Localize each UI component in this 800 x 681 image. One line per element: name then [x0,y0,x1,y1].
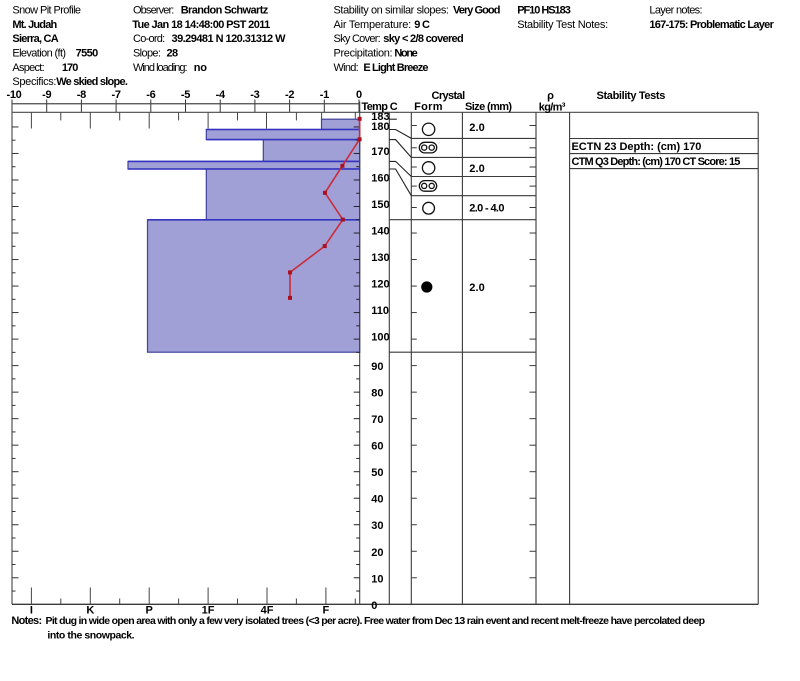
svg-text:183: 183 [371,111,389,123]
svg-text:-3: -3 [250,89,259,101]
svg-text:2.0: 2.0 [469,163,485,175]
svg-text:Brandon Schwartz: Brandon Schwartz [181,5,269,17]
svg-text:Notes:: Notes: [11,615,41,627]
svg-text:ECTN 23 Depth: (cm) 170: ECTN 23 Depth: (cm) 170 [572,141,702,153]
svg-text:Crystal: Crystal [431,90,465,102]
svg-text:sky < 2/8 covered: sky < 2/8 covered [383,33,463,45]
svg-text:20: 20 [371,547,383,559]
svg-text:-2: -2 [285,89,294,101]
svg-text:Mt. Judah: Mt. Judah [12,19,57,31]
svg-text:167-175: Problematic Layer: 167-175: Problematic Layer [649,19,774,31]
svg-text:Temp C: Temp C [362,101,398,113]
svg-text:PF10 HS183: PF10 HS183 [517,5,571,17]
svg-text:0: 0 [371,600,377,612]
svg-text:We skied slope.: We skied slope. [56,76,128,88]
svg-text:into the snowpack.: into the snowpack. [47,629,134,641]
svg-text:Observer:: Observer: [133,5,174,17]
svg-text:0: 0 [356,89,362,101]
svg-text:110: 110 [371,305,389,317]
svg-text:60: 60 [371,441,383,453]
svg-text:Sky Cover:: Sky Cover: [334,33,381,45]
svg-text:-10: -10 [7,89,22,101]
svg-text:no: no [194,62,207,74]
svg-text:F: F [323,605,330,617]
svg-text:40: 40 [371,494,383,506]
svg-text:-5: -5 [181,89,190,101]
svg-text:Tue Jan 18 14:48:00 PST 2011: Tue Jan 18 14:48:00 PST 2011 [132,19,270,31]
svg-text:170: 170 [371,146,389,158]
svg-text:Co-ord:: Co-ord: [133,33,165,45]
svg-text:Snow Pit Profile: Snow Pit Profile [12,5,81,17]
svg-text:-8: -8 [77,89,86,101]
svg-text:-1: -1 [320,89,329,101]
svg-text:2.0: 2.0 [469,282,485,294]
svg-text:Slope:: Slope: [133,48,161,60]
svg-text:I: I [30,605,33,617]
svg-text:120: 120 [371,278,389,290]
svg-text:K: K [86,605,94,617]
svg-text:50: 50 [371,467,383,479]
svg-text:39.29481 N 120.31312 W: 39.29481 N 120.31312 W [172,33,287,45]
svg-text:-6: -6 [146,89,155,101]
svg-text:Very Good: Very Good [453,5,500,17]
svg-text:170: 170 [62,62,78,74]
svg-text:Stability Test Notes:: Stability Test Notes: [517,19,608,31]
svg-text:None: None [394,48,417,60]
svg-text:10: 10 [371,573,383,585]
svg-text:Form: Form [414,101,443,113]
svg-text:4F: 4F [261,605,274,617]
svg-text:Wind loading:: Wind loading: [133,62,187,74]
svg-text:180: 180 [371,121,389,133]
svg-text:2.0 - 4.0: 2.0 - 4.0 [469,202,504,214]
svg-text:-7: -7 [112,89,121,101]
svg-text:2.0: 2.0 [469,122,485,134]
svg-text:Elevation (ft): Elevation (ft) [12,48,65,60]
svg-text:100: 100 [371,332,389,344]
svg-text:30: 30 [371,520,383,532]
svg-text:7550: 7550 [76,48,98,60]
svg-text:90: 90 [371,361,383,373]
svg-text:ρ: ρ [547,90,554,102]
svg-text:80: 80 [371,388,383,400]
svg-text:9 C: 9 C [414,19,430,31]
svg-text:Aspect:: Aspect: [12,62,44,74]
svg-text:E Light Breeze: E Light Breeze [363,62,428,74]
svg-text:Wind:: Wind: [334,62,359,74]
svg-text:Size (mm): Size (mm) [465,101,512,113]
svg-text:Precipitation:: Precipitation: [334,48,393,60]
svg-text:70: 70 [371,414,383,426]
svg-text:Air Temperature:: Air Temperature: [334,19,412,31]
svg-text:Stability Tests: Stability Tests [597,90,666,102]
svg-text:kg/m³: kg/m³ [539,102,566,114]
svg-text:-9: -9 [42,89,51,101]
svg-text:130: 130 [371,252,389,264]
svg-text:Layer notes:: Layer notes: [649,5,702,17]
svg-text:Sierra, CA: Sierra, CA [12,33,58,45]
svg-text:Pit dug in wide open area with: Pit dug in wide open area with only a fe… [46,615,705,627]
svg-text:28: 28 [167,48,178,60]
svg-text:CTM Q3 Depth: (cm) 170 CT Scor: CTM Q3 Depth: (cm) 170 CT Score: 15 [572,156,741,168]
svg-text:160: 160 [371,172,389,184]
svg-text:Stability on similar slopes:: Stability on similar slopes: [334,5,449,17]
svg-text:P: P [146,605,153,617]
svg-text:150: 150 [371,199,389,211]
svg-text:-4: -4 [216,89,226,101]
svg-text:140: 140 [371,225,389,237]
svg-text:1F: 1F [202,605,215,617]
svg-text:Specifics:: Specifics: [12,76,56,88]
